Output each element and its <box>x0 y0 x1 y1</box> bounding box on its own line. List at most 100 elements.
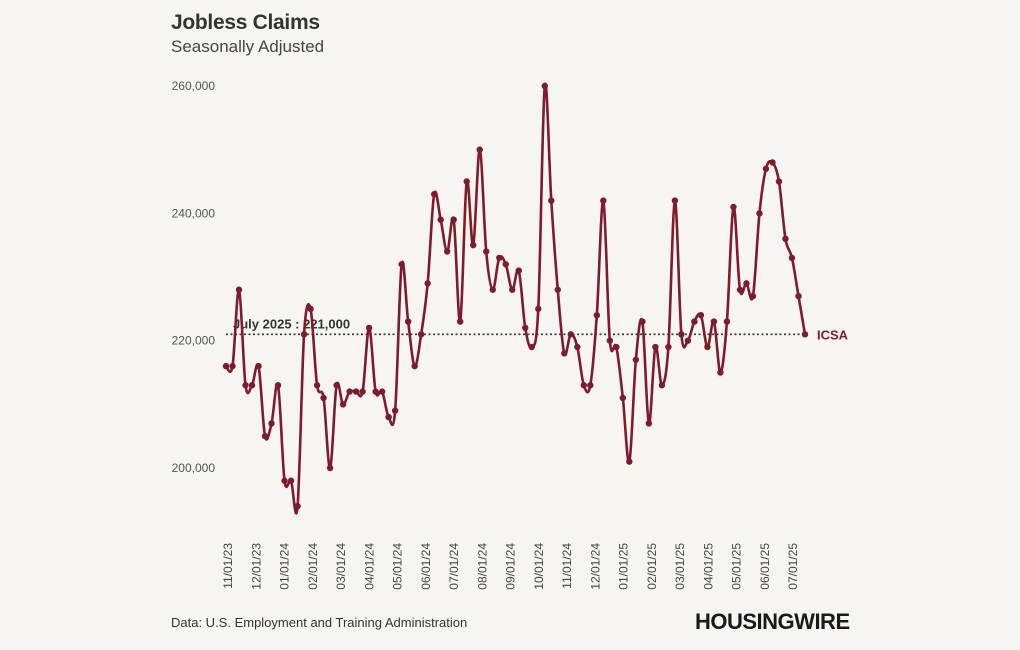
series-group: ICSA <box>222 82 849 515</box>
data-point <box>261 432 269 440</box>
data-point <box>626 458 633 465</box>
data-point <box>574 343 581 351</box>
series-label: ICSA <box>817 327 849 342</box>
data-point <box>593 312 601 319</box>
data-point <box>619 394 627 402</box>
data-point <box>548 197 555 204</box>
x-tick-label: 05/01/24 <box>391 543 405 590</box>
data-point <box>496 254 503 262</box>
data-point <box>645 420 653 427</box>
x-tick-label: 06/01/25 <box>758 543 772 590</box>
chart-subtitle: Seasonally Adjusted <box>171 37 325 56</box>
x-tick-label: 03/01/25 <box>673 543 687 590</box>
data-point <box>365 324 373 332</box>
x-tick-label: 09/01/24 <box>504 543 518 590</box>
data-point <box>522 324 529 332</box>
x-tick-label: 10/01/24 <box>532 543 546 590</box>
data-point <box>658 382 666 389</box>
x-tick-label: 11/01/24 <box>560 543 574 589</box>
data-point <box>359 388 366 395</box>
data-point <box>450 216 457 223</box>
x-tick-label: 07/01/25 <box>786 543 800 590</box>
data-point <box>352 388 360 395</box>
y-tick-label: 240,000 <box>172 206 216 220</box>
data-point <box>385 413 392 421</box>
data-point <box>535 305 542 313</box>
data-point <box>307 305 314 313</box>
data-point <box>222 362 230 370</box>
data-point <box>606 337 614 344</box>
data-point <box>242 382 249 389</box>
data-point <box>697 312 705 319</box>
y-axis: 200,000 220,000 240,000 260,000 <box>172 79 216 475</box>
data-point <box>704 343 711 351</box>
data-point <box>437 216 444 223</box>
data-point <box>489 286 496 293</box>
data-point <box>320 394 327 402</box>
data-point <box>775 178 783 185</box>
x-tick-label: 05/01/25 <box>730 543 744 590</box>
data-point <box>554 286 561 293</box>
data-point <box>391 407 399 414</box>
data-point <box>229 362 236 370</box>
data-point <box>483 248 490 255</box>
data-point <box>580 382 588 389</box>
data-point <box>255 362 262 370</box>
data-point <box>632 356 640 363</box>
data-point <box>801 331 809 338</box>
data-point <box>470 241 477 249</box>
data-point <box>502 261 509 268</box>
data-point <box>417 331 425 338</box>
source-note: Data: U.S. Employment and Training Admin… <box>171 615 468 630</box>
data-point <box>476 146 483 153</box>
data-point <box>723 318 731 325</box>
data-point <box>671 197 679 204</box>
data-point <box>235 286 243 293</box>
data-point <box>756 210 763 217</box>
y-tick-label: 200,000 <box>172 461 216 475</box>
x-tick-label: 11/01/23 <box>221 543 235 589</box>
x-tick-label: 01/01/25 <box>617 543 631 590</box>
data-point <box>248 382 256 389</box>
data-point <box>788 254 796 262</box>
y-tick-label: 260,000 <box>172 79 216 93</box>
x-tick-label: 07/01/24 <box>447 543 461 590</box>
data-point <box>678 331 685 338</box>
data-point <box>274 382 282 389</box>
data-point <box>528 343 535 351</box>
x-axis: 11/01/23 12/01/23 01/01/24 02/01/24 03/01/24… <box>221 543 800 590</box>
data-point <box>378 388 386 395</box>
data-point <box>600 197 607 204</box>
data-point <box>424 280 431 287</box>
housingwire-logo: HOUSINGWIRE <box>695 609 850 634</box>
data-point <box>313 382 321 389</box>
x-tick-label: 04/01/24 <box>362 543 376 590</box>
data-point <box>762 165 770 172</box>
x-tick-label: 08/01/24 <box>475 543 489 590</box>
data-point <box>613 343 620 351</box>
data-point <box>398 261 405 268</box>
data-point <box>509 286 516 293</box>
x-tick-label: 06/01/24 <box>419 543 433 590</box>
data-point <box>743 280 750 287</box>
data-point <box>346 388 353 395</box>
data-point <box>736 286 744 293</box>
data-point <box>587 382 594 389</box>
data-point <box>300 331 308 338</box>
data-point <box>430 191 438 198</box>
data-point <box>463 178 470 185</box>
data-point <box>567 331 574 338</box>
data-point <box>561 350 568 357</box>
data-point <box>294 503 301 510</box>
x-tick-label: 04/01/25 <box>701 543 715 590</box>
x-tick-label: 12/01/23 <box>249 543 263 590</box>
x-tick-label: 03/01/24 <box>334 543 348 590</box>
data-point <box>287 477 295 484</box>
x-tick-label: 02/01/24 <box>306 543 320 590</box>
data-point <box>684 337 692 344</box>
data-point <box>372 388 379 395</box>
data-point <box>795 292 802 300</box>
data-point <box>665 343 672 351</box>
data-point <box>326 464 334 472</box>
data-point <box>691 318 698 325</box>
